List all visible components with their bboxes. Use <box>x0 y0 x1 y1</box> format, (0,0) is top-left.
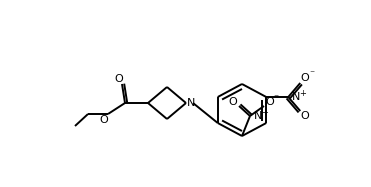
Text: O: O <box>100 115 108 125</box>
Text: +: + <box>261 108 268 117</box>
Text: ⁻: ⁻ <box>273 93 279 103</box>
Text: N: N <box>254 111 262 121</box>
Text: ⁻: ⁻ <box>310 69 315 79</box>
Text: O: O <box>301 111 310 121</box>
Text: O: O <box>301 73 310 83</box>
Text: N: N <box>187 98 195 108</box>
Text: +: + <box>299 88 306 97</box>
Text: O: O <box>266 97 275 107</box>
Text: O: O <box>229 97 237 107</box>
Text: N: N <box>292 92 301 102</box>
Text: O: O <box>115 74 124 84</box>
